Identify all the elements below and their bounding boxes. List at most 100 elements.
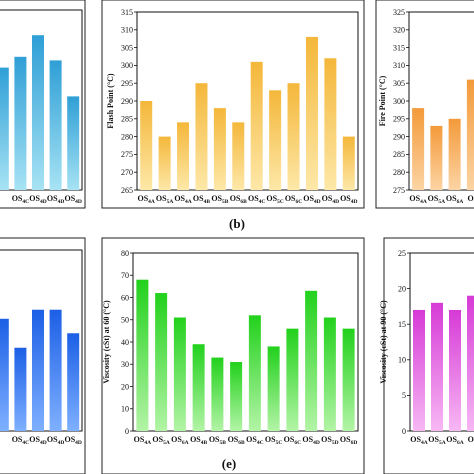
bar-b-7 (269, 90, 282, 190)
caption-e: (e) (222, 456, 236, 471)
x-tick-label-e: OS4B (190, 435, 207, 446)
bar-f-2 (449, 309, 461, 431)
bar-a-3 (49, 60, 62, 191)
y-tick-label-f: 5 (402, 391, 406, 400)
y-tick-label-f: 10 (398, 356, 406, 365)
x-tick-label-e: OS5A (152, 435, 169, 446)
y-tick-label-e: 70 (121, 271, 129, 280)
bar-b-0 (140, 101, 153, 190)
bar-b-4 (213, 108, 226, 190)
y-tick-label-c: 275 (393, 186, 405, 195)
y-tick-label-b: 310 (121, 26, 133, 35)
bar-e-10 (323, 317, 336, 431)
bar-d-0 (0, 318, 9, 431)
bar-b-10 (324, 58, 337, 190)
x-tick-label-e: OS4D (302, 435, 319, 446)
bar-f-3 (467, 295, 474, 431)
x-tick-label-e: OS6A (171, 435, 188, 446)
bar-d-3 (49, 309, 62, 431)
x-tick-label-f: OS5A (428, 435, 445, 446)
bar-f-0 (413, 309, 425, 431)
x-tick-label-d: OS4D (64, 435, 81, 446)
x-tick-label-b: OS5C (266, 194, 283, 205)
bar-e-0 (136, 279, 149, 431)
y-tick-label-b: 285 (121, 115, 133, 124)
y-tick-label-b: 265 (121, 186, 133, 195)
bar-b-1 (158, 136, 171, 190)
x-tick-label-b: OS4C (248, 194, 265, 205)
x-tick-label-e: OS6D (340, 435, 357, 446)
y-tick-label-e: 20 (121, 382, 129, 391)
y-tick-label-e: 0 (125, 427, 129, 436)
y-tick-label-b: 305 (121, 43, 133, 52)
y-tick-label-b: 270 (121, 168, 133, 177)
y-tick-label-b: 290 (121, 97, 133, 106)
x-tick-label-d: OS4D (47, 435, 64, 446)
x-tick-label-c: OS6A (446, 194, 463, 205)
bar-e-1 (155, 293, 168, 431)
panel-b-frame (101, 0, 365, 209)
bar-c-1 (430, 125, 443, 190)
chart-panel-c: 275 280 285 290 295 300 305 310 315 320 325 Fire Po… (378, 8, 474, 205)
bar-d-2 (32, 309, 44, 431)
chart-panel-d: OS4C OS4D OS4D OS4D (0, 249, 83, 446)
panel-e-frame (101, 237, 365, 474)
bar-b-2 (177, 122, 190, 190)
x-tick-label-e: OS5C (265, 435, 282, 446)
y-tick-label-f: 15 (398, 320, 406, 329)
bar-b-8 (287, 83, 300, 190)
panel-f-frame (383, 237, 474, 474)
bar-e-11 (342, 328, 355, 431)
y-tick-label-c: 295 (393, 115, 405, 124)
x-tick-label-d: OS4C (12, 435, 29, 446)
x-tick-label-b: OS5B (211, 194, 228, 205)
bar-e-7 (267, 346, 280, 431)
x-tick-label-e: OS4A (134, 435, 151, 446)
y-tick-label-c: 310 (393, 61, 405, 70)
bar-b-5 (232, 122, 245, 190)
x-tick-label-e: OS5D (321, 435, 338, 446)
y-tick-label-c: 320 (393, 26, 405, 35)
y-tick-label-c: 290 (393, 132, 405, 141)
y-tick-label-c: 325 (393, 8, 405, 17)
x-tick-label-f: OS6A (446, 435, 463, 446)
x-tick-label-f: OS4A (410, 435, 427, 446)
chart-panel-a: OS4C OS4D OS4D OS4D (0, 9, 83, 205)
x-tick-label-c: OS (468, 194, 474, 203)
bar-a-4 (67, 96, 80, 190)
x-tick-label-b: OS4D (303, 194, 320, 205)
y-tick-label-c: 285 (393, 150, 405, 159)
bar-a-2 (32, 35, 44, 191)
y-tick-label-f: 0 (402, 427, 406, 436)
y-tick-label-b: 295 (121, 79, 133, 88)
y-tick-label-b: 280 (121, 132, 133, 141)
bar-e-6 (248, 315, 261, 431)
x-tick-label-b: OS4A (174, 194, 191, 205)
x-tick-label-a: OS4C (12, 194, 29, 205)
y-tick-label-e: 30 (121, 360, 129, 369)
bar-e-8 (286, 328, 299, 431)
plot-area-f (409, 252, 474, 432)
bar-e-4 (211, 357, 224, 431)
bar-e-9 (305, 290, 318, 431)
x-tick-label-b: OS6B (230, 194, 247, 205)
panel-a-frame (0, 0, 86, 209)
panel-c-frame (375, 0, 474, 209)
y-tick-label-e: 10 (121, 405, 129, 414)
bar-c-0 (412, 108, 425, 190)
y-axis-label-e: Viscosity (cSt) at 60 (°C) (102, 300, 111, 384)
y-axis-label-c: Fire Point (°C) (378, 75, 387, 126)
x-tick-label-b: OS4A (138, 194, 155, 205)
bar-e-5 (230, 362, 243, 431)
x-tick-label-a: OS4D (47, 194, 64, 205)
y-tick-label-c: 280 (393, 168, 405, 177)
bar-b-9 (305, 36, 318, 190)
bar-a-0 (0, 67, 9, 190)
y-tick-label-e: 80 (121, 249, 129, 258)
panel-d-frame (0, 237, 86, 474)
chart-panel-e: 0 10 20 30 40 50 60 70 80 Viscosity (cSt) at 60 (… (102, 249, 359, 446)
bar-d-1 (14, 347, 27, 431)
bar-b-3 (195, 83, 208, 190)
x-tick-label-e: OS4C (246, 435, 263, 446)
